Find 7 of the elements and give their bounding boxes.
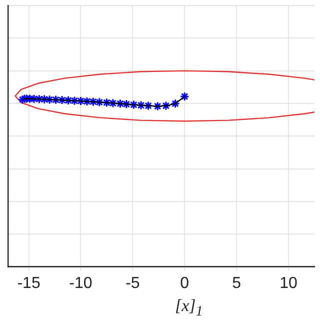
x-tick-label: -5 [126,274,140,292]
x-tick-label: -10 [69,274,92,292]
x-tick-label: 5 [232,274,242,292]
x-tick-label: -15 [17,274,40,292]
x-axis-title: [x]$_{1}$ [174,296,204,320]
x-tick-label: 10 [280,274,298,292]
x-tick-label: 0 [180,274,190,292]
